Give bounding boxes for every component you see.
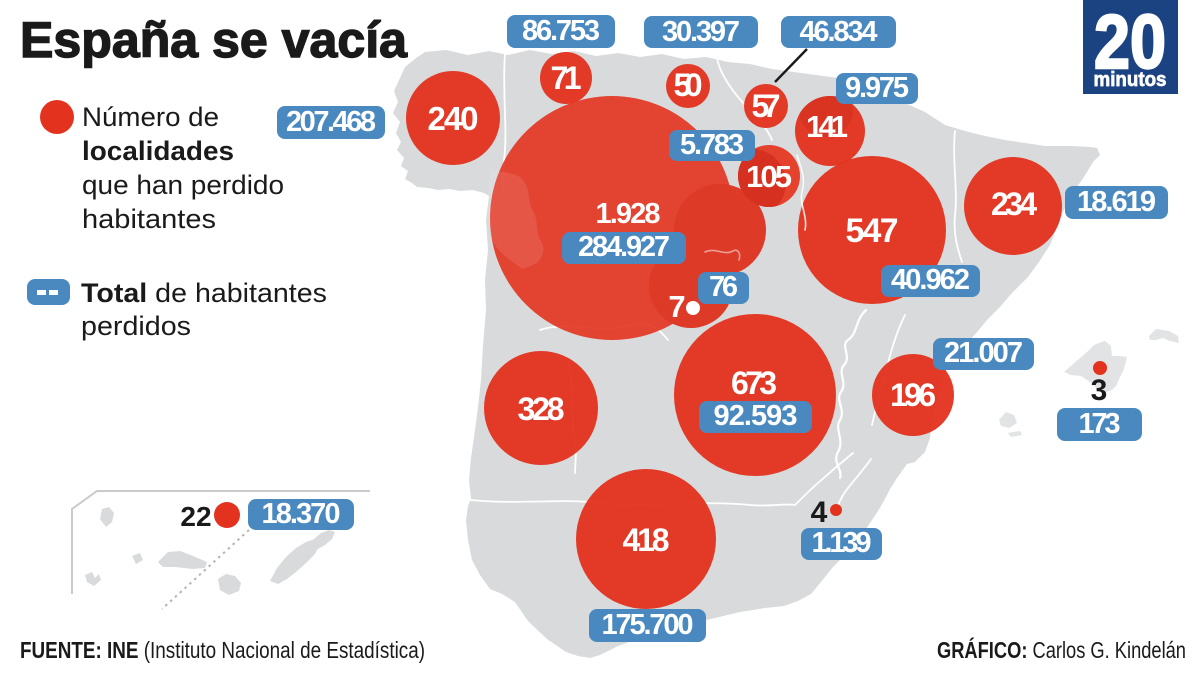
svg-text:234: 234 (991, 186, 1037, 222)
svg-text:175.700: 175.700 (602, 609, 694, 641)
svg-text:minutos: minutos (1094, 69, 1167, 91)
svg-text:673: 673 (731, 365, 777, 401)
svg-text:173: 173 (1079, 408, 1121, 440)
svg-text:18.619: 18.619 (1077, 186, 1156, 218)
svg-text:86.753: 86.753 (522, 15, 600, 47)
svg-text:20: 20 (1094, 0, 1166, 85)
svg-text:30.397: 30.397 (662, 16, 740, 48)
svg-text:71: 71 (551, 60, 582, 96)
svg-text:418: 418 (623, 522, 670, 558)
svg-text:3: 3 (1091, 374, 1108, 407)
svg-text:5.783: 5.783 (680, 129, 744, 161)
svg-text:4: 4 (811, 496, 828, 529)
svg-text:España se vacía: España se vacía (20, 12, 408, 68)
svg-text:284.927: 284.927 (578, 231, 670, 263)
svg-text:50: 50 (674, 67, 703, 103)
svg-text:105: 105 (746, 159, 792, 194)
svg-text:240: 240 (428, 100, 479, 137)
svg-text:547: 547 (846, 212, 899, 250)
svg-text:Número de: Número de (82, 102, 219, 132)
svg-text:localidades: localidades (82, 136, 234, 166)
svg-text:GRÁFICO: Carlos G. Kindelán: GRÁFICO: Carlos G. Kindelán (937, 636, 1186, 663)
svg-text:22: 22 (180, 501, 211, 532)
svg-text:1.928: 1.928 (596, 198, 661, 230)
svg-text:196: 196 (890, 377, 936, 413)
svg-text:18.370: 18.370 (262, 498, 341, 530)
svg-text:que han perdido: que han perdido (82, 170, 284, 200)
svg-text:FUENTE: INE (Instituto Naciona: FUENTE: INE (Instituto Nacional de Estad… (20, 637, 425, 663)
svg-text:76: 76 (709, 271, 738, 303)
svg-text:habitantes: habitantes (82, 204, 216, 234)
svg-text:46.834: 46.834 (800, 16, 878, 48)
svg-text:328: 328 (518, 391, 565, 427)
svg-text:1.139: 1.139 (812, 527, 872, 559)
svg-text:207.468: 207.468 (286, 106, 376, 138)
svg-text:21.007: 21.007 (944, 337, 1023, 369)
svg-text:57: 57 (752, 88, 781, 124)
svg-text:92.593: 92.593 (714, 400, 798, 432)
svg-text:40.962: 40.962 (891, 264, 970, 296)
svg-text:Total de habitantes: Total de habitantes (81, 278, 327, 308)
svg-text:7: 7 (668, 289, 685, 324)
svg-text:141: 141 (806, 109, 848, 144)
svg-text:perdidos: perdidos (81, 311, 191, 341)
svg-text:9.975: 9.975 (845, 72, 909, 104)
